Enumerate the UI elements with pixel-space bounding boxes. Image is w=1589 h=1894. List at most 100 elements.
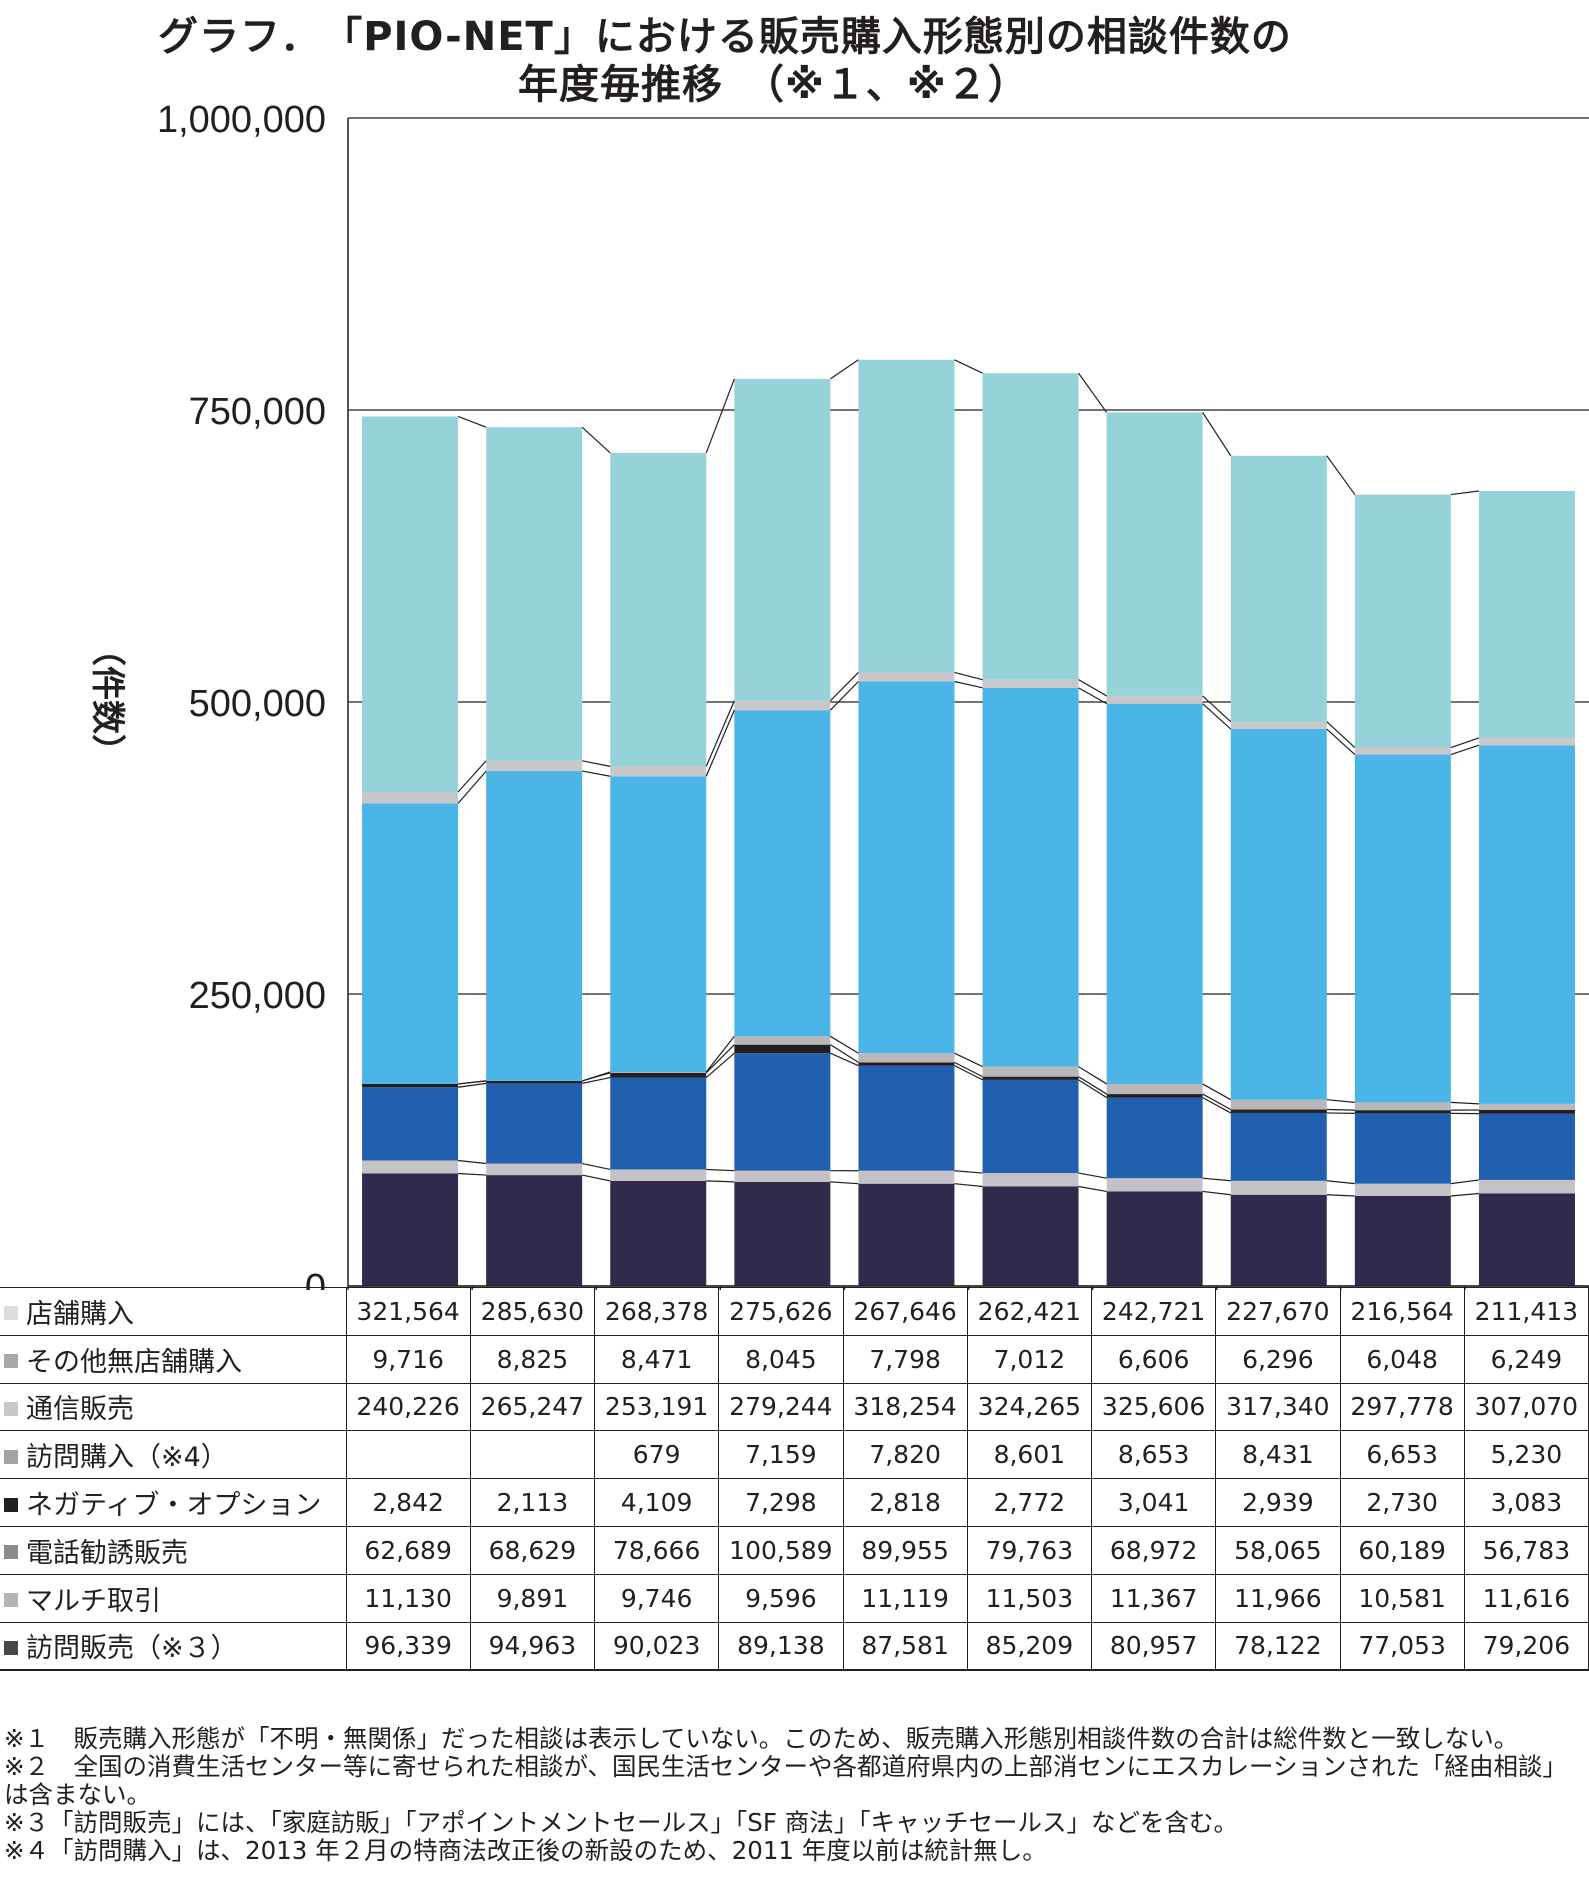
bar-segment [1478, 745, 1575, 1104]
year-header-cell [347, 1285, 473, 1290]
bar-segment [486, 1080, 583, 1084]
connector-line [1202, 1083, 1232, 1101]
connector-line [581, 426, 611, 454]
connector-line [582, 770, 611, 777]
connector-line [1450, 1101, 1479, 1105]
table-cell: 253,191 [593, 1382, 720, 1432]
connector-line [829, 681, 859, 711]
table-cell: 262,421 [966, 1287, 1093, 1336]
bar-segment [982, 1079, 1079, 1174]
connector-line [705, 709, 735, 777]
bar-segment [362, 1083, 459, 1088]
bar-segment [1354, 494, 1451, 748]
bar-segment [1478, 737, 1575, 746]
table-cell: 216,564 [1339, 1287, 1465, 1336]
table-cell: 279,244 [718, 1382, 844, 1432]
bar-segment [858, 1170, 955, 1184]
bar-segment [362, 792, 459, 804]
chart-title-line-1: グラフ． 「PIO-NET」における販売購入形態別の相談件数の [158, 14, 1292, 60]
table-cell: 80,957 [1090, 1621, 1217, 1672]
connector-line [1326, 1180, 1355, 1185]
bar-segment [486, 1175, 583, 1286]
bar-segment [1478, 1179, 1575, 1194]
table-cell [469, 1430, 596, 1480]
table-cell: 7,298 [718, 1478, 844, 1527]
table-cell: 78,122 [1215, 1621, 1341, 1672]
connector-line [954, 1061, 983, 1078]
year-header-cell [1464, 1285, 1589, 1290]
row-label: 電話勧誘販売 [0, 1525, 347, 1575]
year-header-cell [843, 1285, 970, 1290]
table-cell: 3,041 [1090, 1478, 1217, 1527]
row-label: 訪問購入（※4） [0, 1430, 347, 1480]
connector-line [954, 1052, 983, 1068]
connector-line [1450, 490, 1480, 496]
table-cell: 5,230 [1463, 1430, 1589, 1480]
connector-line [1078, 1185, 1107, 1193]
stacked-bar-chart: 0250,000500,000750,0001,000,000（件数）20102… [87, 99, 1589, 1290]
connector-line [954, 680, 983, 689]
y-axis-label: （件数） [87, 632, 127, 768]
connector-line [705, 700, 735, 767]
bar-segment [734, 1036, 831, 1045]
bar-segment [1354, 1102, 1451, 1111]
bar-segment [982, 679, 1079, 688]
bar-segment [610, 776, 707, 1072]
table-cell: 11,966 [1215, 1573, 1341, 1623]
connector-line [706, 1180, 735, 1183]
bar-segment [982, 1173, 1079, 1187]
table-cell: 8,471 [593, 1334, 720, 1384]
year-header-cell [1216, 1285, 1342, 1290]
connector-line [954, 359, 983, 374]
table-cell: 68,629 [469, 1525, 596, 1575]
year-header-cell [471, 1285, 597, 1290]
bar-segment [1230, 455, 1327, 722]
connector-line [582, 1077, 611, 1084]
table-cell: 11,503 [966, 1573, 1093, 1623]
footnote-2: ※２ 全国の消費生活センター等に寄せられた相談が、国民生活センターや各都道府県内… [4, 1752, 1568, 1809]
year-header-cell [967, 1285, 1094, 1290]
connector-line [954, 1170, 983, 1174]
table-cell: 68,972 [1090, 1525, 1217, 1575]
connector-line [1078, 1076, 1107, 1095]
table-cell: 6,606 [1090, 1334, 1217, 1384]
y-tick-label: 250,000 [189, 975, 326, 1017]
bar-segment [362, 803, 459, 1084]
row-label: 訪問販売（※３） [0, 1621, 347, 1672]
year-header-cell [595, 1285, 721, 1290]
bar-segment [362, 1160, 459, 1174]
bar-segment [486, 760, 583, 772]
year-header-cell [1091, 1285, 1218, 1290]
table-cell: 9,596 [718, 1573, 844, 1623]
y-tick-label: 1,000,000 [157, 99, 326, 141]
bar-segment [858, 672, 955, 682]
connector-line [457, 770, 487, 804]
connector-line [1202, 412, 1232, 457]
bar-segment [486, 1163, 583, 1176]
bar-segment [734, 710, 831, 1037]
table-cell: 2,730 [1339, 1478, 1465, 1527]
footnotes: ※１ 販売購入形態が「不明・無関係」だった相談は表示していない。このため、販売購… [4, 1725, 1584, 1865]
bar-segment [1478, 1193, 1575, 1286]
bar-segment [1230, 1180, 1327, 1195]
table-cell: 79,763 [966, 1525, 1093, 1575]
legend-label: ネガティブ・オプション [26, 1490, 322, 1522]
connector-line [830, 1181, 859, 1185]
bar-segment [1106, 1097, 1203, 1179]
table-cell: 297,778 [1339, 1382, 1465, 1432]
connector-line [954, 671, 983, 681]
connector-line [705, 1044, 735, 1074]
bar-segment [1106, 412, 1203, 696]
table-cell: 242,721 [1090, 1287, 1217, 1336]
connector-line [830, 1044, 859, 1063]
bar-segment [486, 1083, 583, 1164]
bar-segment [1478, 1109, 1575, 1114]
table-cell: 11,130 [345, 1573, 471, 1623]
table-cell: 2,113 [469, 1478, 596, 1527]
table-row: マルチ取引 11,130 9,891 9,746 9,596 11,119 11,503 11… [0, 1573, 1589, 1623]
bar-segment [734, 1170, 831, 1182]
bar-segment [858, 681, 955, 1054]
legend-label: 訪問購入（※4） [26, 1442, 228, 1474]
connector-line [1202, 1093, 1232, 1111]
y-tick-label: 500,000 [189, 683, 326, 725]
